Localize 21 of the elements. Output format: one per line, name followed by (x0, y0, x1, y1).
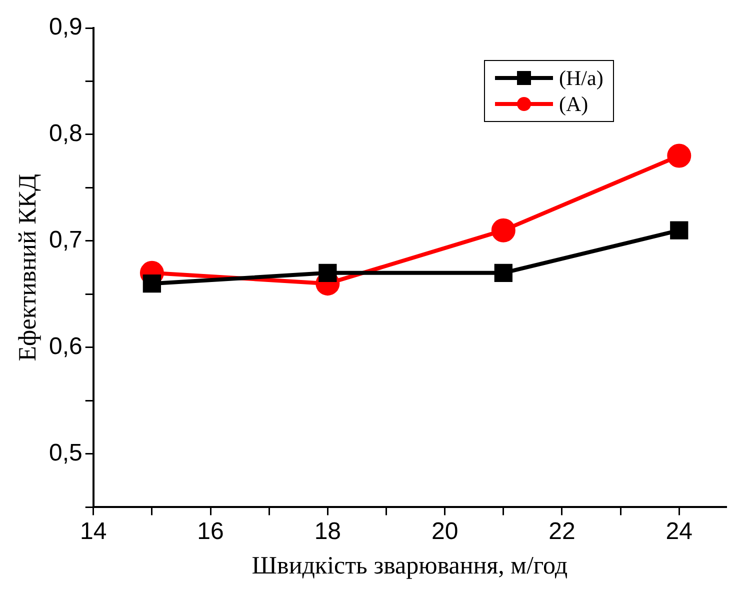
point (494, 264, 512, 282)
x-axis-title: Швидкість зварювання, м/год (252, 552, 568, 580)
point (142, 274, 162, 293)
y-axis-title: Ефективний ККД (14, 174, 42, 362)
point (318, 264, 337, 282)
point (491, 218, 516, 242)
point (670, 221, 688, 240)
y-tick-label: 0,6 (48, 333, 82, 360)
x-tick-label: 22 (548, 518, 576, 546)
y-tick-label: 0,5 (48, 440, 82, 467)
x-tick-label: 16 (197, 518, 224, 546)
x-tick-label: 18 (314, 518, 342, 546)
point (667, 144, 692, 168)
x-tick-label: 24 (666, 518, 692, 546)
x-tick-label: 20 (431, 518, 458, 546)
legend-label: (A) (559, 92, 588, 116)
y-tick-label: 0,8 (48, 120, 82, 148)
legend-label: (H/a) (559, 66, 604, 90)
y-tick-label: 0,9 (48, 14, 82, 41)
x-tick-label: 14 (80, 518, 107, 546)
y-tick-label: 0,7 (48, 226, 82, 254)
